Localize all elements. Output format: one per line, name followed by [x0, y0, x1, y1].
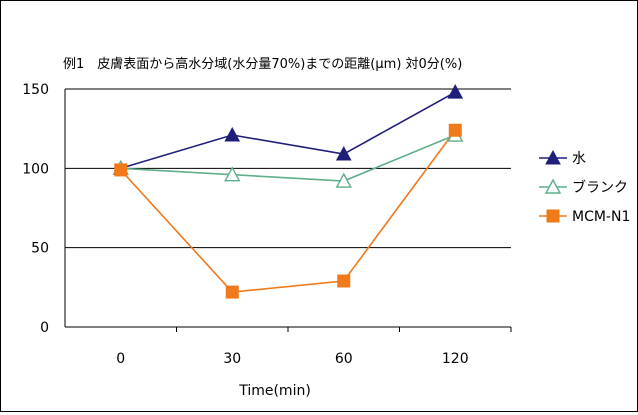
legend-marker: [545, 149, 561, 165]
data-point: [335, 172, 352, 188]
plot-area: 0 50 100 150 0 30 60 120: [22, 82, 512, 367]
x-tick-label: 0: [116, 351, 125, 367]
series-line-2: [120, 129, 456, 293]
y-tick-label: 0: [40, 320, 49, 336]
chart-title: 例1 皮膚表面から高水分域(水分量70%)までの距離(μm) 対0分(%): [63, 56, 462, 72]
data-point: [335, 145, 352, 161]
y-tick-label: 150: [22, 82, 49, 98]
legend-label: ブランク: [572, 179, 628, 196]
data-point: [225, 285, 239, 299]
legend-label: 水: [572, 151, 586, 167]
data-point: [337, 274, 351, 288]
legend-marker: [546, 209, 560, 223]
data-point: [224, 126, 241, 142]
data-point: [224, 166, 241, 182]
series-line-0: [120, 91, 456, 170]
x-tick-label: 60: [335, 351, 353, 367]
x-tick-label: 120: [442, 351, 469, 367]
legend-marker: [544, 178, 562, 194]
y-tick-label: 100: [22, 161, 49, 177]
series-line-1: [120, 134, 456, 182]
data-point: [447, 84, 464, 99]
x-tick-label: 30: [223, 351, 241, 367]
x-axis-label: Time(min): [238, 383, 311, 399]
legend-label: MCM-N1: [572, 209, 630, 225]
y-tick-label: 50: [31, 241, 49, 257]
data-point: [114, 163, 128, 177]
data-point: [448, 123, 462, 137]
